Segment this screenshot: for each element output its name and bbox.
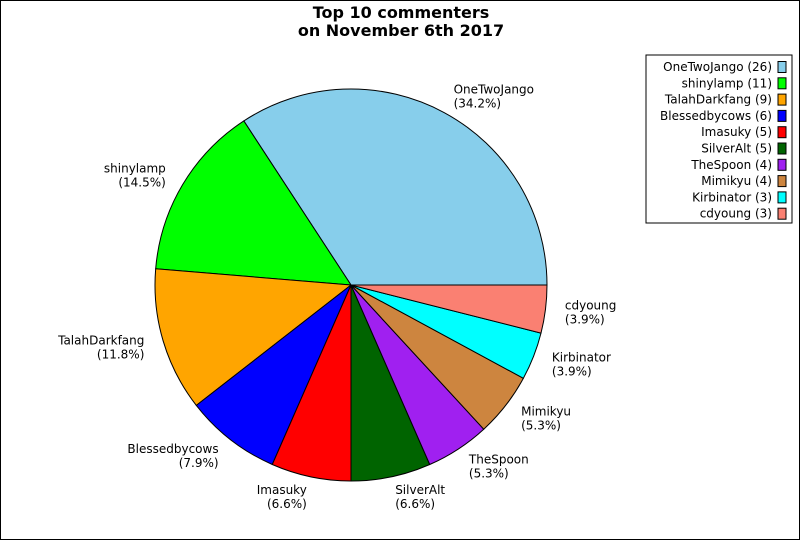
legend: OneTwoJango (26) shinylamp (11) TalahDarkf… xyxy=(645,54,793,224)
slice-label-kirbinator: Kirbinator (3.9%) xyxy=(552,350,611,378)
slice-label-shinylamp: shinylamp (14.5%) xyxy=(104,162,166,190)
legend-swatch-thespoon xyxy=(777,158,787,171)
pie-slice-shinylamp xyxy=(155,120,352,286)
pie-slice-blessedbycows xyxy=(195,284,352,465)
slice-label-talahdarkfang: TalahDarkfang (11.8%) xyxy=(57,334,144,362)
legend-label-shinylamp: shinylamp (11) xyxy=(682,76,772,90)
legend-label-cdyoung: cdyoung (3) xyxy=(700,207,772,221)
chart-title-line-1: Top 10 commenters xyxy=(312,3,490,22)
slice-label-imasuky: Imasuky (6.6%) xyxy=(257,483,307,511)
slice-label-blessedbycows: Blessedbycows (7.9%) xyxy=(127,442,218,470)
slice-labels: OneTwoJango (34.2%) shinylamp (14.5%) TalahD… xyxy=(57,82,616,511)
legend-label-mimikyu: Mimikyu (4) xyxy=(701,174,772,188)
pie-slice-cdyoung xyxy=(350,284,548,334)
legend-swatch-silveralt xyxy=(777,142,787,155)
legend-label-onetwojango: OneTwoJango (26) xyxy=(663,60,772,74)
slice-label-thespoon: TheSpoon (5.3%) xyxy=(468,453,529,481)
legend-label-kirbinator: Kirbinator (3) xyxy=(692,190,772,204)
legend-label-talahdarkfang: TalahDarkfang (9) xyxy=(664,93,772,107)
legend-label-blessedbycows: Blessedbycows (6) xyxy=(660,109,772,123)
legend-swatch-imasuky xyxy=(777,126,787,139)
legend-swatch-talahdarkfang xyxy=(777,93,787,106)
chart-title: Top 10 commenters on November 6th 2017 xyxy=(1,4,800,40)
chart-title-line-2: on November 6th 2017 xyxy=(297,21,505,40)
legend-box xyxy=(645,54,793,224)
legend-swatch-mimikyu xyxy=(777,175,787,188)
pie-slices xyxy=(154,88,548,482)
slice-label-mimikyu: Mimikyu (5.3%) xyxy=(521,404,571,432)
slice-label-silveralt: SilverAlt (6.6%) xyxy=(395,483,445,511)
slice-label-cdyoung: cdyoung (3.9%) xyxy=(565,299,617,327)
pie-slice-talahdarkfang xyxy=(154,268,352,406)
legend-label-imasuky: Imasuky (5) xyxy=(701,125,772,139)
pie-slice-onetwojango xyxy=(243,88,548,286)
legend-swatch-onetwojango xyxy=(777,61,787,73)
legend-label-silveralt: SilverAlt (5) xyxy=(701,142,772,156)
slice-label-onetwojango: OneTwoJango (34.2%) xyxy=(454,82,534,110)
legend-swatch-cdyoung xyxy=(777,207,787,220)
legend-label-thespoon: TheSpoon (4) xyxy=(690,158,772,172)
legend-swatch-kirbinator xyxy=(777,191,787,204)
legend-swatch-blessedbycows xyxy=(777,109,787,122)
legend-swatch-shinylamp xyxy=(777,77,787,90)
